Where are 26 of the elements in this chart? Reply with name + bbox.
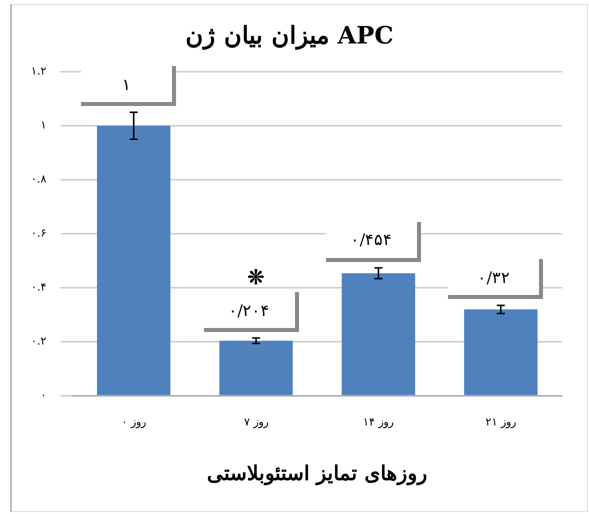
x-tick-label: روز ۷ (244, 415, 268, 428)
x-tick-label: روز ۱۴ (363, 415, 394, 428)
y-tick-label: ۱.۲ (30, 64, 46, 78)
callout-box: ۰/۲۰۴ (204, 292, 299, 332)
y-tick-label: ۰ (40, 388, 46, 402)
y-tick-label: ۰.۲ (30, 334, 46, 348)
callout-box: ۰/۴۵۴ (326, 222, 421, 262)
data-label: ۰/۲۰۴ (228, 300, 270, 320)
y-tick-label: ۰.۸ (30, 172, 46, 186)
callout-box: ۰/۳۲ (448, 259, 544, 300)
bar (219, 340, 293, 396)
data-label: ۱ (122, 74, 132, 94)
bar (464, 309, 538, 396)
bar (96, 126, 170, 396)
data-label: ۰/۳۲ (478, 268, 510, 287)
data-label: ۰/۴۵۴ (350, 230, 392, 250)
annotation: ❊ (248, 265, 265, 290)
y-tick-label: ۱ (40, 118, 46, 132)
chart-title: میزان بیان ژن APC (186, 20, 394, 51)
callout-box: ۱ (81, 66, 176, 106)
x-axis-title: روزهای تمایز استئوبلاستی (206, 461, 428, 486)
x-tick-label: روز ۰ (121, 415, 146, 428)
bar (342, 273, 416, 396)
y-tick-label: ۰.۴ (30, 280, 46, 294)
x-tick-label: روز ۲۱ (486, 415, 516, 428)
y-tick-label: ۰.۶ (30, 226, 46, 240)
